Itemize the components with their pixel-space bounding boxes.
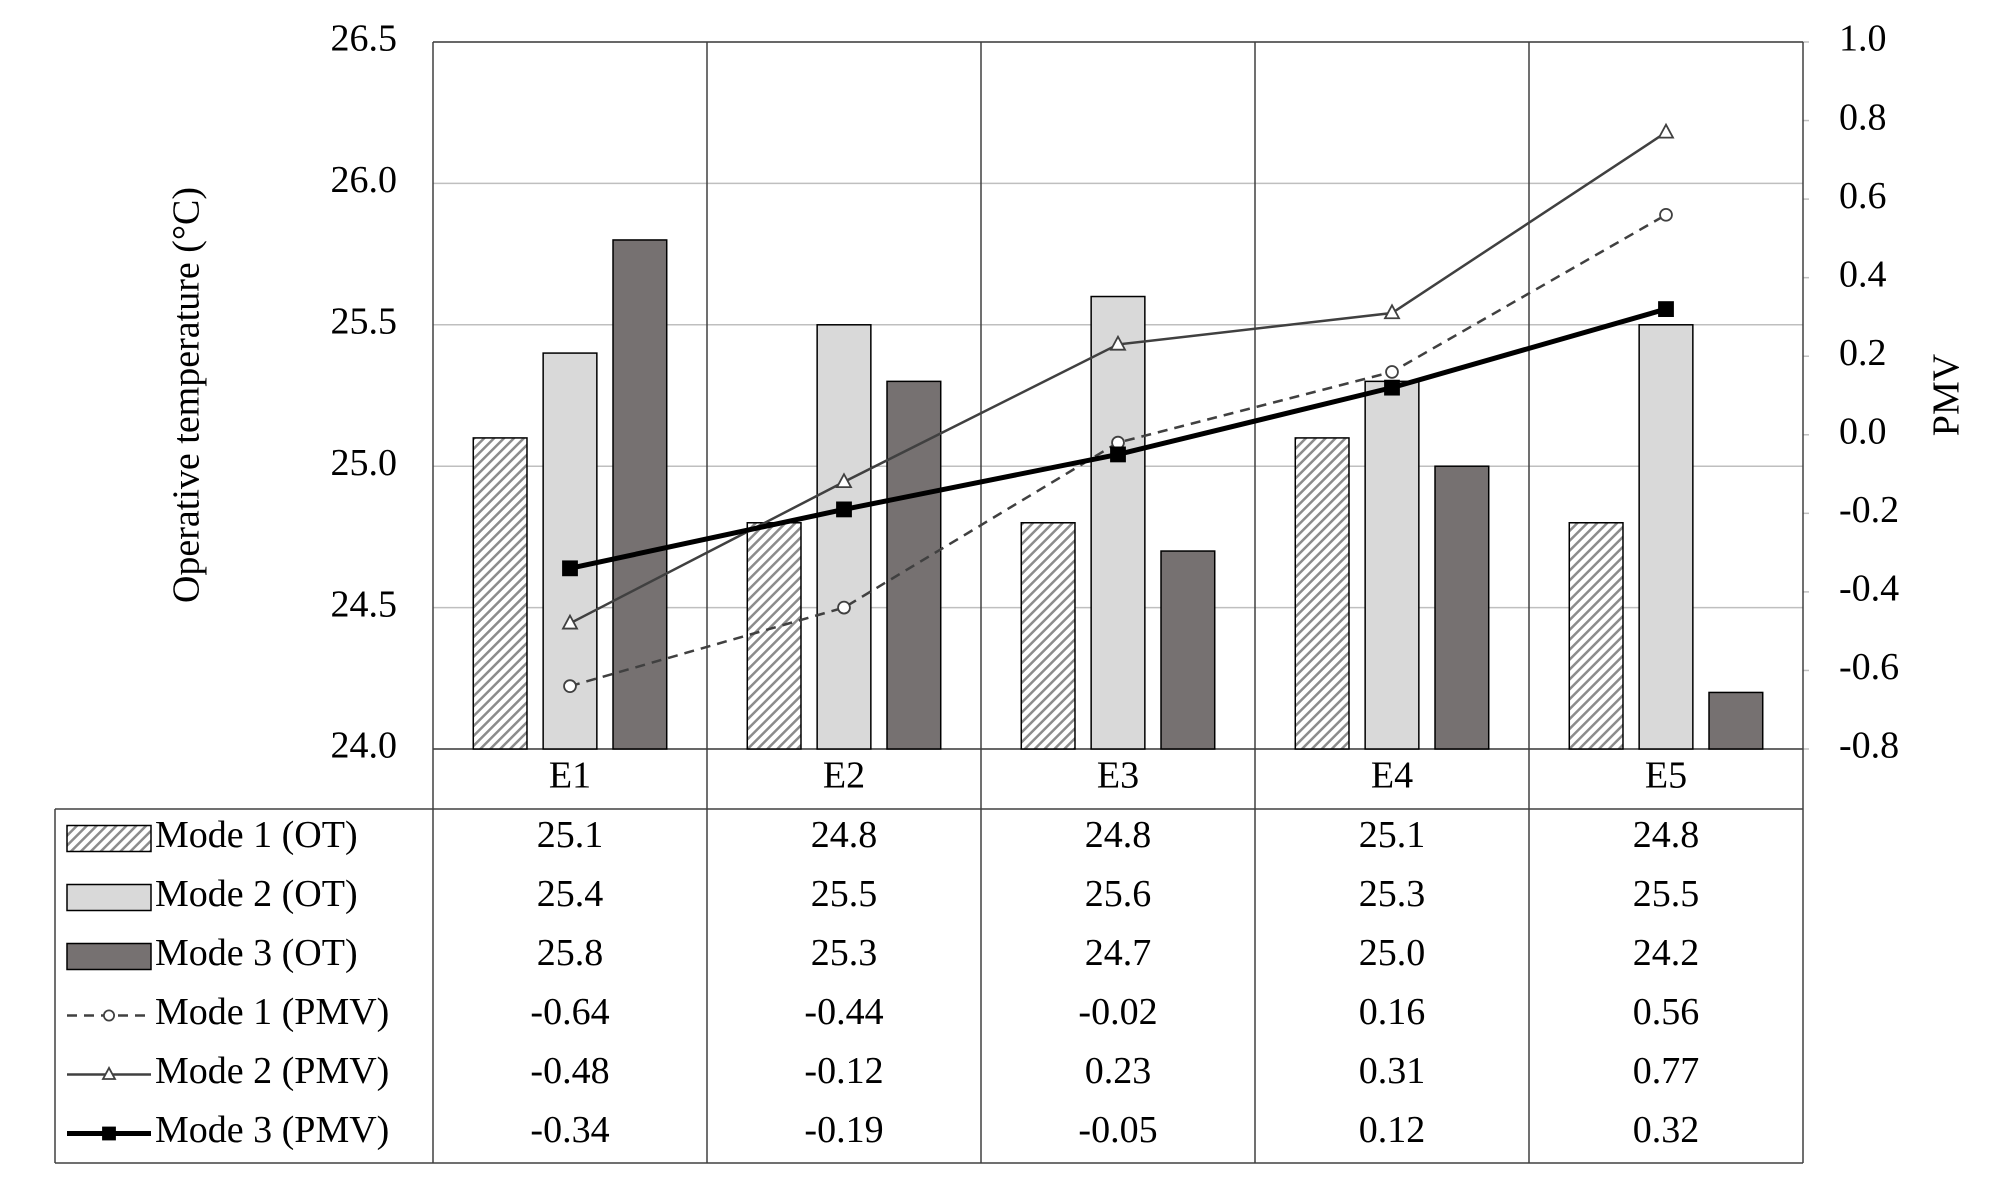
y2-tick-label: 1.0 [1839,18,1887,60]
legend-label: Mode 3 (PMV) [155,1109,389,1151]
table-value: -0.05 [1078,1109,1157,1151]
legend-key [66,824,152,853]
y2-tick-label: 0.8 [1839,96,1887,138]
point-marker [562,560,578,577]
point-marker [1657,122,1675,139]
bar [472,437,528,750]
point-marker [836,501,852,518]
legend-key [66,883,152,912]
table-value: 0.32 [1633,1109,1700,1151]
table-value: 24.7 [1085,932,1152,974]
table-value: 25.4 [537,873,604,915]
y-tick-label: 25.0 [331,442,398,484]
table-value: 0.31 [1359,1050,1426,1092]
bar [1160,550,1216,750]
y2-tick-label: 0.4 [1839,253,1887,295]
table-value: 0.16 [1359,991,1426,1033]
table-value: 25.8 [537,932,604,974]
table-value: -0.02 [1078,991,1157,1033]
y-tick-label: 24.5 [331,583,398,625]
table-value: -0.34 [530,1109,609,1151]
table-value: -0.48 [530,1050,609,1092]
y2-axis-title: PMV [1926,353,1968,436]
legend-label: Mode 2 (PMV) [155,1050,389,1092]
x-tick-label: E1 [549,755,591,797]
y-tick-label: 26.5 [331,18,398,60]
bar [1020,522,1076,750]
point-marker [1109,334,1127,351]
y2-tick-label: -0.6 [1839,646,1899,688]
bar [1364,380,1420,750]
table-value: 24.8 [811,814,878,856]
legend-key [66,942,152,971]
y2-tick-label: -0.2 [1839,489,1899,531]
point-marker [1659,207,1673,222]
point-marker [835,472,853,489]
y-tick-label: 26.0 [331,159,398,201]
bar [1708,691,1764,750]
table-value: 25.1 [1359,814,1426,856]
point-marker [1658,301,1674,317]
table-value: 25.1 [537,814,604,856]
x-tick-label: E3 [1097,755,1139,797]
point-marker [561,613,579,630]
table-value: -0.19 [804,1109,883,1151]
table-value: 25.5 [1633,873,1700,915]
bar [746,522,802,750]
table-value: 24.8 [1085,814,1152,856]
legend-label: Mode 1 (PMV) [155,991,389,1033]
bar [1294,437,1350,750]
bar [1568,522,1624,750]
table-value: 24.8 [1633,814,1700,856]
bar [1434,465,1490,750]
point-marker [563,679,577,694]
table-value: 25.3 [1359,873,1426,915]
x-tick-label: E4 [1371,755,1413,797]
table-value: 0.56 [1633,991,1700,1033]
table-value: -0.64 [530,991,609,1033]
x-tick-label: E2 [823,755,865,797]
legend-label: Mode 3 (OT) [155,932,358,974]
point-marker [1110,446,1126,463]
y-tick-label: 25.5 [331,301,398,343]
legend-label: Mode 1 (OT) [155,814,358,856]
point-marker [1384,379,1400,396]
y2-tick-label: 0.2 [1839,332,1887,374]
y2-tick-label: -0.4 [1839,568,1899,610]
legend-label: Mode 2 (OT) [155,873,358,915]
y2-tick-label: 0.6 [1839,175,1887,217]
table-value: 0.12 [1359,1109,1426,1151]
y2-tick-label: 0.0 [1839,410,1887,452]
bar [1638,324,1694,750]
table-value: 25.3 [811,932,878,974]
y-axis-title: Operative temperature (°C) [166,187,208,603]
table-value: 0.77 [1633,1050,1700,1092]
point-marker [1383,303,1401,320]
table-value: 25.6 [1085,873,1152,915]
legend-key-marker [103,1009,116,1022]
bar [1090,295,1146,750]
x-tick-label: E5 [1645,755,1687,797]
y-tick-label: 24.0 [331,725,398,767]
y2-tick-label: -0.8 [1839,725,1899,767]
table-value: -0.12 [804,1050,883,1092]
table-value: 0.23 [1085,1050,1152,1092]
table-value: 25.0 [1359,932,1426,974]
legend-key-marker [102,1126,116,1141]
bar [612,239,668,750]
point-marker [837,600,851,615]
table-value: 24.2 [1633,932,1700,974]
table-value: 25.5 [811,873,878,915]
table-value: -0.44 [804,991,883,1033]
legend-key-marker [101,1066,117,1080]
bar [816,324,872,750]
point-marker [1385,365,1399,379]
